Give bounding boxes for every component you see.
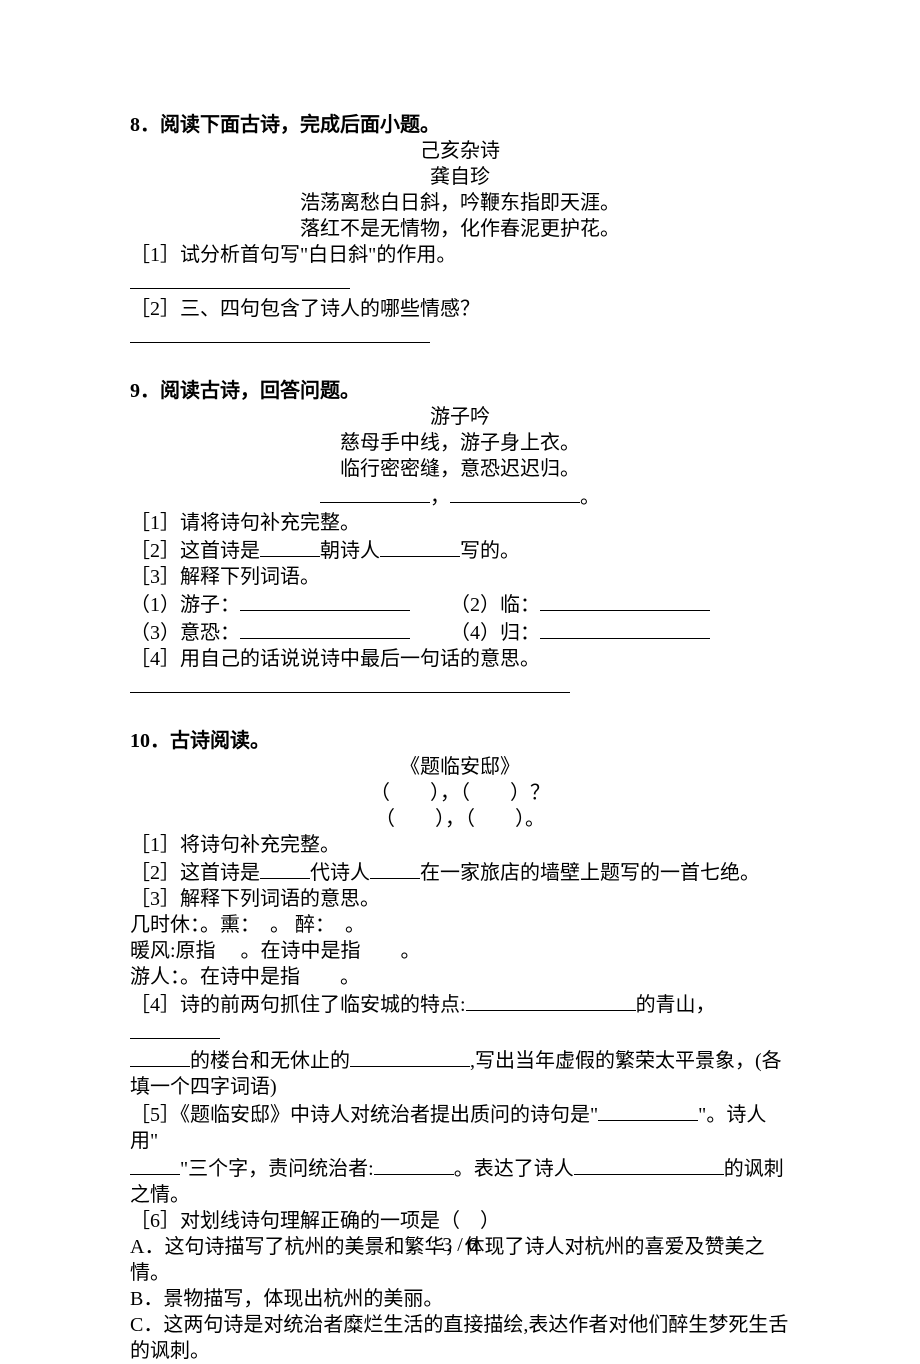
q9-sub2-b: 朝诗人: [320, 540, 380, 562]
blank-comma: ，: [430, 486, 450, 508]
q9-number: 9．: [130, 380, 160, 402]
q9-title: 阅读古诗，回答问题。: [160, 380, 360, 402]
q9-sub4: ［4］用自己的话说说诗中最后一句话的意思。: [130, 646, 790, 672]
q10-poem-title: 《题临安邸》: [130, 754, 790, 780]
q10-line-b: 暖风:原指 。在诗中是指 。: [130, 938, 790, 964]
q9-sub2-a: ［2］这首诗是: [130, 540, 260, 562]
q9-sub2-c: 写的。: [460, 540, 520, 562]
q8-number: 8．: [130, 114, 160, 136]
question-9: 9．阅读古诗，回答问题。 游子吟 慈母手中线，游子身上衣。 临行密密缝，意恐迟迟…: [130, 378, 790, 700]
q10-poem-blank1: （ ），（ ）？: [130, 780, 790, 806]
q9-w3: （3）意恐：: [130, 622, 240, 644]
q8-poem-line2: 落红不是无情物，化作春泥更护花。: [130, 216, 790, 242]
q9-poem-title: 游子吟: [130, 404, 790, 430]
q10-sub5-a: ［5］《题临安邸》中诗人对统治者提出质问的诗句是": [130, 1104, 598, 1126]
q10-sub3: ［3］解释下列词语的意思。: [130, 886, 790, 912]
question-10: 10．古诗阅读。 《题临安邸》 （ ），（ ）？ （ ），（ ）。 ［1］将诗句…: [130, 728, 790, 1364]
q10-option-b: B．景物描写，体现出杭州的美丽。: [130, 1286, 790, 1312]
q10-sub2-a: ［2］这首诗是: [130, 862, 260, 884]
q9-sub2: ［2］这首诗是 朝诗人 写的。: [130, 536, 790, 564]
q8-sub2: ［2］三、四句包含了诗人的哪些情感？: [130, 296, 790, 322]
question-8: 8．阅读下面古诗，完成后面小题。 己亥杂诗 龚自珍 浩荡离愁白日斜，吟鞭东指即天…: [130, 112, 790, 350]
q8-sub1: ［1］试分析首句写"白日斜"的作用。: [130, 242, 790, 268]
q10-sub5: ［5］《题临安邸》中诗人对统治者提出质问的诗句是""。诗人用" "三个字，责问统…: [130, 1100, 790, 1208]
q9-poem-line2: 临行密密缝，意恐迟迟归。: [130, 456, 790, 482]
q8-answer-rule-1: [130, 268, 790, 296]
q10-sub2-c: 在一家旅店的墙壁上题写的一首七绝。: [420, 862, 760, 884]
q10-sub6: ［6］对划线诗句理解正确的一项是（ ）: [130, 1208, 790, 1234]
q10-sub4-a: ［4］诗的前两句抓住了临安城的特点:: [130, 994, 466, 1016]
q9-sub3: ［3］解释下列词语。: [130, 564, 790, 590]
blank-period: 。: [580, 486, 600, 508]
q10-line-c: 游人：。在诗中是指 。: [130, 964, 790, 990]
q10-sub5-c: "三个字，责问统治者:: [180, 1158, 374, 1180]
q9-sub1: ［1］请将诗句补充完整。: [130, 510, 790, 536]
q9-w4: （4）归：: [450, 622, 540, 644]
q10-option-c: C．这两句诗是对统治者糜烂生活的直接描绘,表达作者对他们醉生梦死生舌的讽刺。: [130, 1312, 790, 1364]
q9-words-row2: （3）意恐： （4）归：: [130, 618, 790, 646]
q10-sub4-c: 的楼台和无休止的: [190, 1050, 350, 1072]
q10-sub2: ［2］这首诗是 代诗人 在一家旅店的墙壁上题写的一首七绝。: [130, 858, 790, 886]
q9-answer-rule: [130, 672, 790, 700]
q9-words-row1: （1）游子： （2）临：: [130, 590, 790, 618]
q10-poem-blank2: （ ），（ ）。: [130, 806, 790, 832]
page-footer: 3 / 6: [0, 1232, 920, 1258]
q8-answer-rule-2: [130, 322, 790, 350]
q10-sub4-b: 的青山，: [636, 994, 716, 1016]
q9-w2: （2）临：: [450, 594, 540, 616]
q9-poem-line1: 慈母手中线，游子身上衣。: [130, 430, 790, 456]
q10-sub5-d: 。表达了诗人: [454, 1158, 574, 1180]
q8-poem-author: 龚自珍: [130, 164, 790, 190]
q8-poem-title: 己亥杂诗: [130, 138, 790, 164]
q10-sub4: ［4］诗的前两句抓住了临安城的特点:的青山， 的楼台和无休止的,写出当年虚假的繁…: [130, 990, 790, 1100]
q8-poem-line1: 浩荡离愁白日斜，吟鞭东指即天涯。: [130, 190, 790, 216]
q10-line-a: 几时休：。熏： 。 醉： 。: [130, 912, 790, 938]
q8-title: 阅读下面古诗，完成后面小题。: [160, 114, 440, 136]
q10-sub1: ［1］将诗句补充完整。: [130, 832, 790, 858]
q10-sub2-b: 代诗人: [310, 862, 370, 884]
q9-poem-blank: ，。: [130, 482, 790, 510]
q10-number: 10．: [130, 730, 170, 752]
q10-title: 古诗阅读。: [170, 730, 270, 752]
q9-w1: （1）游子：: [130, 594, 240, 616]
